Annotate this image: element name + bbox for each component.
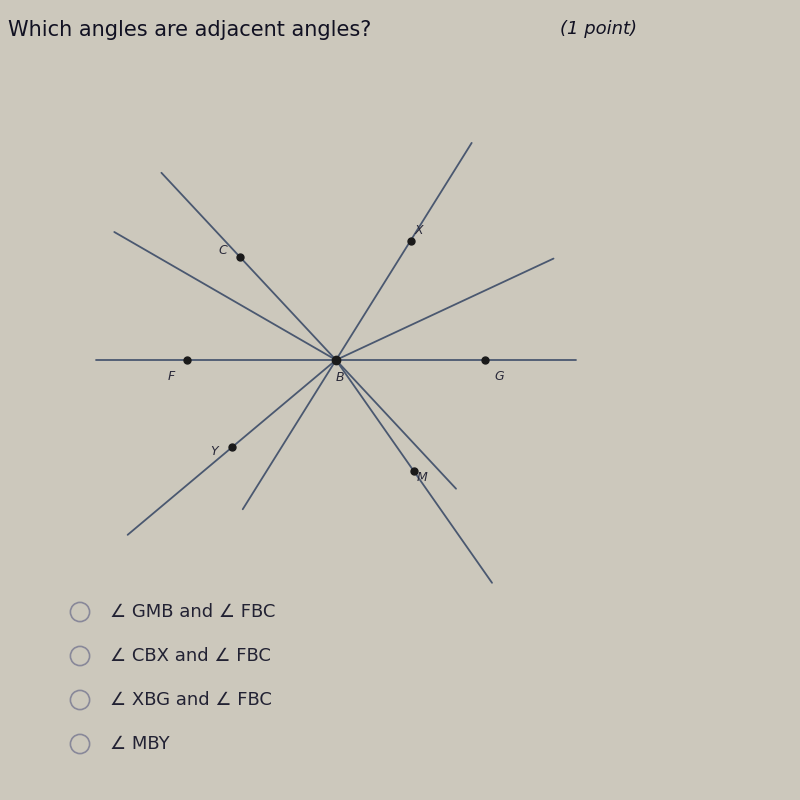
Text: ∠ XBG and ∠ FBC: ∠ XBG and ∠ FBC [110, 691, 271, 709]
Text: (1 point): (1 point) [560, 20, 637, 38]
Text: B: B [336, 371, 344, 384]
Text: G: G [494, 370, 504, 382]
Text: Y: Y [210, 445, 218, 458]
Text: ∠ GMB and ∠ FBC: ∠ GMB and ∠ FBC [110, 603, 275, 621]
Text: Which angles are adjacent angles?: Which angles are adjacent angles? [8, 20, 371, 40]
Text: M: M [417, 471, 427, 484]
Text: ∠ CBX and ∠ FBC: ∠ CBX and ∠ FBC [110, 647, 270, 665]
Text: F: F [167, 370, 175, 382]
Text: C: C [218, 244, 226, 257]
Text: X: X [414, 225, 423, 238]
Text: ∠ MBY: ∠ MBY [110, 735, 170, 753]
